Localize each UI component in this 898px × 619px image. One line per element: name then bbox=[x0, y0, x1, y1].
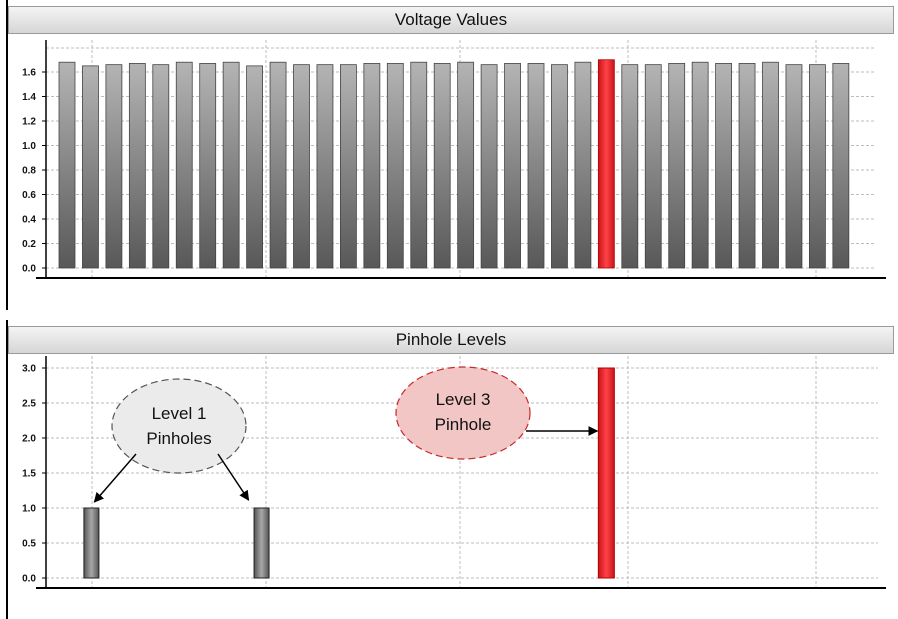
voltage-bar bbox=[152, 64, 170, 269]
voltage-bar bbox=[386, 63, 404, 269]
callout-level-3-text: Pinhole bbox=[435, 415, 492, 434]
voltage-bar bbox=[551, 64, 568, 269]
voltage-bar bbox=[527, 63, 545, 269]
voltage-bar bbox=[644, 64, 662, 269]
voltage-chart-title: Voltage Values bbox=[8, 6, 894, 34]
pinhole-bar-level-1 bbox=[253, 507, 270, 579]
voltage-bar bbox=[128, 63, 146, 269]
pinhole-bar-level-3 bbox=[597, 367, 615, 579]
voltage-bar bbox=[762, 61, 779, 269]
pinhole-chart-title: Pinhole Levels bbox=[8, 326, 894, 354]
y-tick-label: 0.4 bbox=[22, 215, 36, 226]
voltage-bar bbox=[433, 63, 451, 269]
voltage-bar bbox=[504, 63, 521, 269]
voltage-bar bbox=[691, 61, 709, 269]
y-tick-label: 0.2 bbox=[22, 239, 36, 250]
voltage-bar bbox=[293, 64, 310, 269]
voltage-bar bbox=[574, 61, 592, 269]
y-tick-label: 0.8 bbox=[22, 166, 36, 177]
y-tick-label: 1.2 bbox=[22, 117, 36, 128]
voltage-bar bbox=[316, 64, 334, 269]
callout-level-3-bubble bbox=[395, 366, 531, 460]
callout-level-1-arrow bbox=[217, 453, 250, 501]
voltage-bar bbox=[785, 64, 803, 269]
y-tick-label: 1.6 bbox=[22, 68, 36, 79]
voltage-bar bbox=[269, 61, 287, 269]
voltage-bar bbox=[621, 64, 639, 269]
voltage-chart: 0.0 0.2 0.4 0.6 0.8 1.0 1.2 1.4 1.6 bbox=[22, 40, 886, 279]
callout-level-1-text: Pinholes bbox=[146, 429, 211, 448]
voltage-bar bbox=[339, 64, 357, 269]
y-tick-label: 1.0 bbox=[22, 141, 36, 152]
voltage-bar bbox=[410, 61, 428, 269]
callout-level-1-text: Level 1 bbox=[152, 404, 207, 423]
voltage-bar-highlight bbox=[597, 59, 615, 269]
y-tick-label: 1.4 bbox=[22, 92, 36, 103]
voltage-bar bbox=[457, 61, 475, 269]
voltage-bar bbox=[715, 63, 732, 269]
callout-level-1-bubble bbox=[111, 378, 247, 474]
voltage-panel: Voltage Values 0.0 0.2 0.4 0.6 0.8 1.0 1.2 1.4 1… bbox=[6, 0, 898, 310]
voltage-bar bbox=[105, 64, 123, 269]
pinhole-bar-level-1 bbox=[83, 507, 100, 579]
y-tick-label: 1.5 bbox=[22, 469, 36, 480]
voltage-bar bbox=[175, 61, 193, 269]
y-tick-label: 0.5 bbox=[22, 539, 36, 550]
voltage-bar bbox=[668, 63, 686, 269]
callout-level-3-text: Level 3 bbox=[436, 390, 491, 409]
voltage-bar bbox=[58, 61, 76, 269]
voltage-bar bbox=[222, 61, 240, 269]
voltage-bar bbox=[832, 63, 850, 269]
voltage-bar bbox=[738, 63, 756, 269]
voltage-bar bbox=[363, 63, 381, 269]
y-tick-label: 0.0 bbox=[22, 574, 36, 585]
callout-level-1-arrow bbox=[93, 453, 137, 503]
y-tick-label: 1.0 bbox=[22, 504, 36, 515]
y-tick-label: 0.6 bbox=[22, 190, 36, 201]
voltage-bar bbox=[809, 64, 826, 269]
y-tick-label: 3.0 bbox=[22, 364, 36, 375]
voltage-bar bbox=[199, 63, 217, 269]
y-tick-label: 0.0 bbox=[22, 264, 36, 275]
voltage-bar bbox=[246, 65, 264, 269]
pinhole-chart: 0.0 0.5 1.0 1.5 2.0 2.5 3.0 Level 1 Pinholes Leve… bbox=[22, 356, 886, 589]
pinhole-panel: Pinhole Levels 0.0 0.5 1.0 1.5 2.0 2.5 3.0 Leve… bbox=[6, 320, 898, 619]
y-tick-label: 2.5 bbox=[22, 399, 36, 410]
y-tick-label: 2.0 bbox=[22, 434, 36, 445]
voltage-bar bbox=[480, 64, 498, 269]
voltage-bar bbox=[82, 65, 99, 269]
